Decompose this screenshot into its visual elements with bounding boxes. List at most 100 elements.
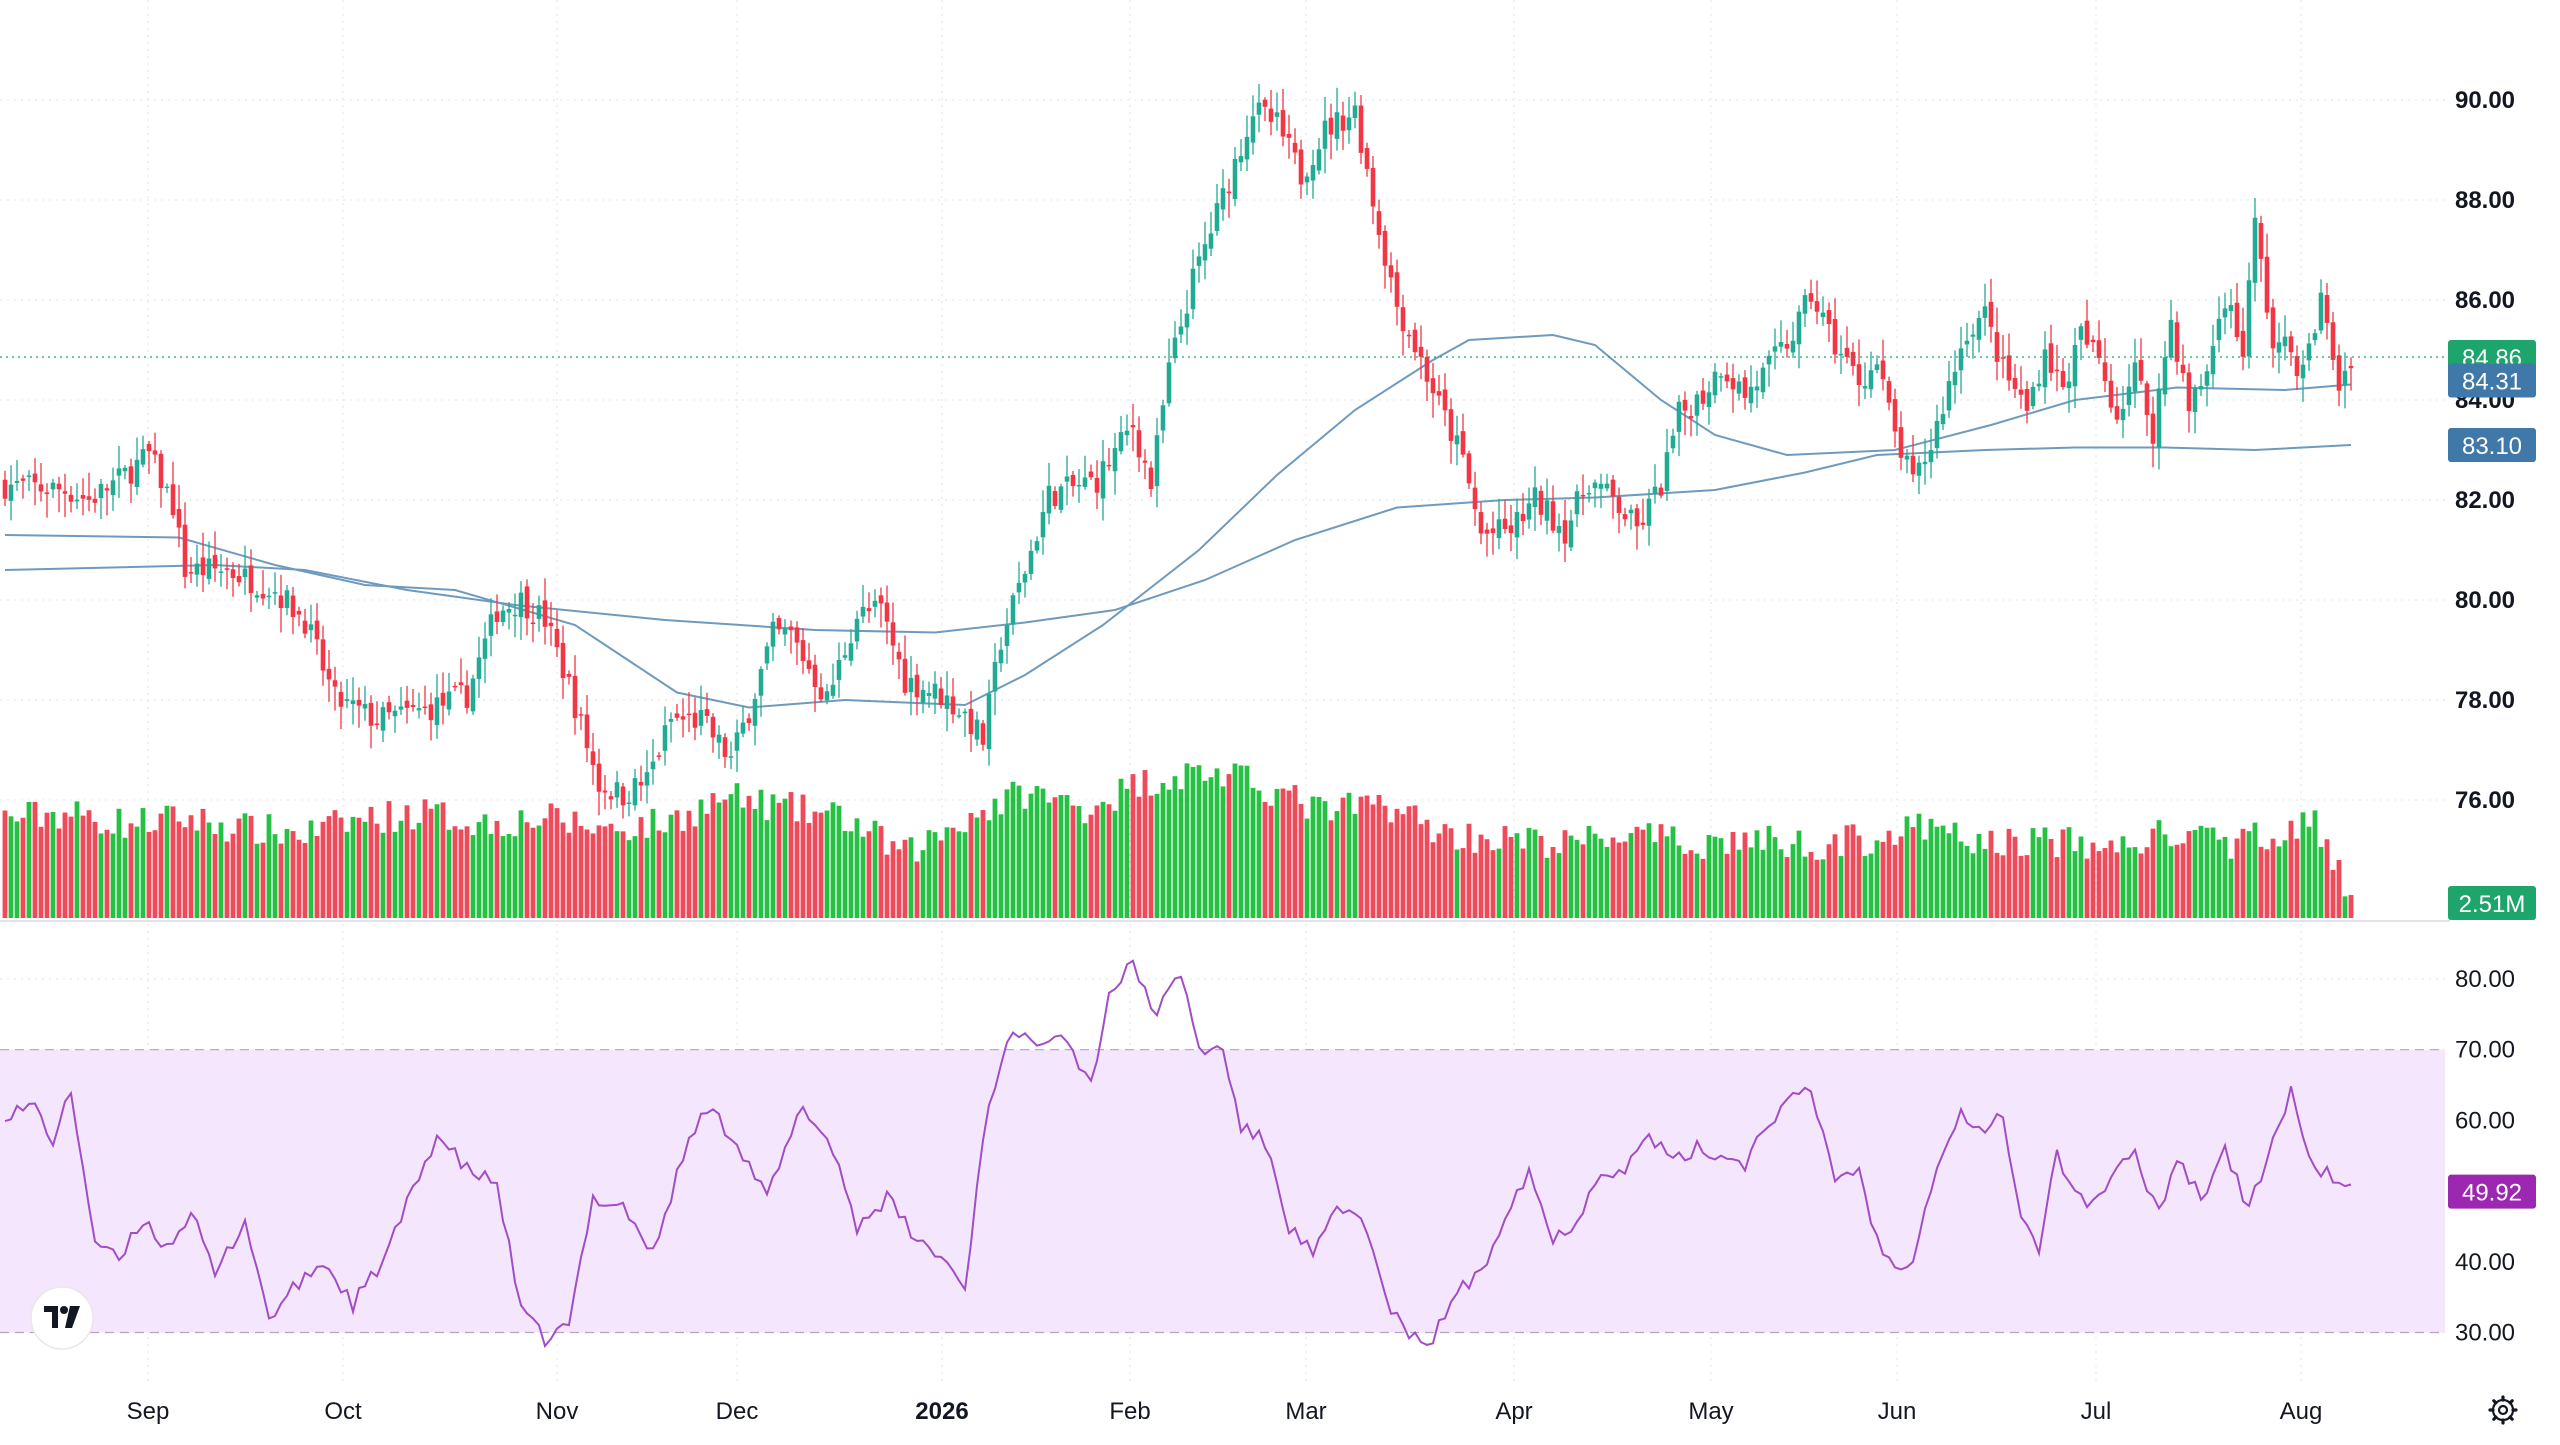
- candle-body: [884, 602, 890, 622]
- candle-body: [1592, 482, 1598, 489]
- volume-bar: [1670, 826, 1676, 918]
- volume-bar: [560, 822, 566, 918]
- candle-body: [1196, 256, 1202, 266]
- candle-body: [1058, 486, 1064, 510]
- tradingview-logo-icon[interactable]: [30, 1286, 94, 1350]
- rsi-tick-label: 30.00: [2455, 1320, 2515, 1347]
- candle-body: [1190, 268, 1196, 310]
- candle-body: [452, 685, 458, 688]
- candle: [2336, 344, 2342, 407]
- candle-body: [1130, 424, 1136, 428]
- candle-body: [530, 622, 536, 625]
- volume-bar: [374, 823, 380, 918]
- volume-bar: [998, 814, 1004, 918]
- volume-bar: [140, 808, 146, 918]
- volume-bar: [608, 823, 614, 918]
- volume-bar: [1070, 805, 1076, 918]
- candle: [8, 465, 14, 521]
- candle: [1034, 536, 1040, 554]
- candle: [998, 637, 1004, 672]
- candle: [1118, 416, 1124, 455]
- candle: [1928, 428, 1934, 479]
- volume-bar: [80, 815, 86, 918]
- volume-bar: [1514, 833, 1520, 918]
- candle: [2042, 331, 2048, 404]
- candle-body: [1634, 508, 1640, 527]
- volume-bar: [1334, 811, 1340, 918]
- candle: [2258, 215, 2264, 282]
- candle-body: [182, 524, 188, 577]
- candle: [1892, 388, 1898, 448]
- volume-bar: [1586, 825, 1592, 918]
- candle: [1808, 279, 1814, 310]
- candle-body: [2204, 371, 2210, 386]
- candle-body: [1430, 378, 1436, 394]
- candle: [2240, 307, 2246, 371]
- volume-bar: [950, 827, 956, 918]
- volume-bar: [2312, 810, 2318, 918]
- volume-bar: [1322, 801, 1328, 918]
- volume-bar: [116, 808, 122, 918]
- volume-bar: [1466, 823, 1472, 918]
- volume-bar: [224, 841, 230, 918]
- candle-body: [1472, 487, 1478, 510]
- candle: [1226, 178, 1232, 218]
- candle-body: [1112, 448, 1118, 472]
- volume-bar: [1694, 853, 1700, 918]
- candle-body: [440, 692, 446, 706]
- volume-bar: [1016, 785, 1022, 918]
- candle: [1298, 139, 1304, 199]
- candle: [1394, 259, 1400, 326]
- candle-body: [500, 610, 506, 623]
- volume-bar: [1172, 776, 1178, 918]
- candle: [1940, 396, 1946, 431]
- candle-body: [1736, 381, 1742, 394]
- volume-bar: [1622, 841, 1628, 918]
- candle-body: [2066, 381, 2072, 389]
- volume-bar: [530, 827, 536, 918]
- candle: [1484, 522, 1490, 557]
- volume-bar: [356, 817, 362, 918]
- volume-bar: [674, 810, 680, 918]
- volume-bar: [1364, 795, 1370, 918]
- candle: [890, 602, 896, 665]
- candle-body: [1100, 461, 1106, 499]
- candle: [1652, 464, 1658, 504]
- candle: [350, 677, 356, 725]
- candle: [1802, 288, 1808, 328]
- rsi-pane: [0, 920, 2450, 1349]
- volume-bar: [1814, 859, 1820, 918]
- candle: [146, 440, 152, 474]
- candle-body: [2198, 386, 2204, 390]
- candle: [1040, 490, 1046, 555]
- volume-bar: [1856, 835, 1862, 918]
- volume-bar: [1190, 766, 1196, 918]
- volume-bar: [710, 793, 716, 918]
- ma-long-badge: 83.10: [2448, 428, 2536, 462]
- candle-body: [236, 576, 242, 583]
- candle-body: [1526, 503, 1532, 520]
- volume-bar: [50, 812, 56, 918]
- volume-bar: [1778, 849, 1784, 918]
- time-tick-label: Jul: [2081, 1398, 2112, 1425]
- candle: [2264, 233, 2270, 320]
- candle-body: [1778, 342, 1784, 347]
- volume-bar: [8, 816, 14, 918]
- candle-body: [2084, 320, 2090, 345]
- volume-bar: [344, 831, 350, 918]
- candle: [932, 671, 938, 715]
- time-tick-label: 2026: [915, 1398, 968, 1425]
- volume-bar: [914, 861, 920, 918]
- rsi-tick-label: 40.00: [2455, 1249, 2515, 1276]
- volume-bar: [1838, 856, 1844, 918]
- volume-bar: [1406, 806, 1412, 918]
- candle-body: [38, 484, 44, 492]
- volume-bar: [1520, 848, 1526, 918]
- candle-body: [1436, 391, 1442, 396]
- volume-bar: [1130, 774, 1136, 918]
- volume-bar: [698, 799, 704, 918]
- volume-bar: [1142, 770, 1148, 918]
- settings-gear-icon[interactable]: [2488, 1395, 2518, 1425]
